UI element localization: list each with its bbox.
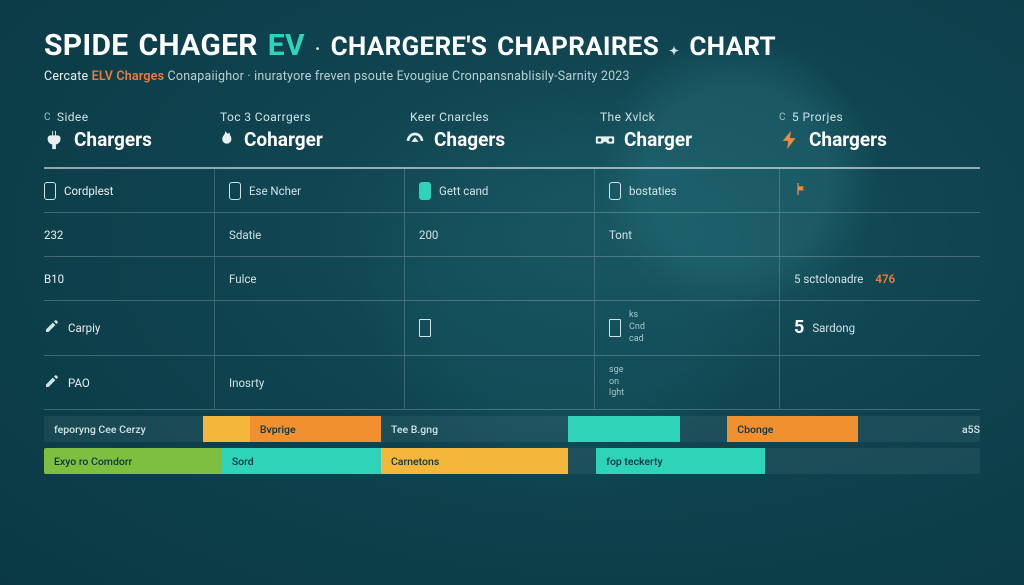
table-cell xyxy=(779,213,980,257)
box-icon xyxy=(609,319,621,337)
subtitle: Cercate ELV Charges Conapaiighor · inura… xyxy=(44,69,980,84)
bar-segment: Bvprige xyxy=(250,416,381,442)
category: C5 Prorjes Chargers xyxy=(779,110,980,165)
bar-segment xyxy=(765,448,980,474)
table-cell: 200 xyxy=(404,213,594,257)
box-icon xyxy=(419,319,431,337)
bar-segment: Tee B.gng xyxy=(381,416,568,442)
title-word: EV xyxy=(268,28,305,63)
bar-segment xyxy=(680,416,727,442)
table-cell: PAO xyxy=(44,356,214,411)
table-cell: Gett cand xyxy=(404,169,594,213)
table-cell xyxy=(594,257,779,301)
category-label: Charger xyxy=(624,128,692,151)
table-cell: Inosrty xyxy=(214,356,404,411)
category-header-row: CSidee Chargers Toc 3 Coarrgers Coharger… xyxy=(44,110,980,165)
vr-icon xyxy=(594,129,616,151)
category-label: Coharger xyxy=(244,128,323,151)
table-cell: Carpiy xyxy=(44,301,214,356)
table-cell: Sdatie xyxy=(214,213,404,257)
table-cell xyxy=(779,356,980,411)
title-word: CHART xyxy=(689,32,776,62)
bar-segment xyxy=(203,416,250,442)
table-cell: Ese Ncher xyxy=(214,169,404,213)
table-cell xyxy=(404,356,594,411)
bar-segment: Cbonge xyxy=(727,416,858,442)
gauge-icon xyxy=(404,129,426,151)
title-word: · xyxy=(315,39,321,60)
bar-segment: feporyng Cee Cerzy xyxy=(44,416,203,442)
chip-icon xyxy=(229,182,241,200)
table-cell xyxy=(404,257,594,301)
title-word: ✦ xyxy=(669,44,679,58)
table-cell: Cordplest xyxy=(44,169,214,213)
pen-icon xyxy=(44,373,60,392)
flag-icon xyxy=(794,181,810,200)
category: Toc 3 Coarrgers Coharger xyxy=(214,110,404,165)
summary-bars: feporyng Cee Cerzy BvprigeTee B.gng Cbonge… xyxy=(44,416,980,474)
category-label: Chagers xyxy=(434,128,505,151)
category: The Xvlck Charger xyxy=(594,110,779,165)
page-title: SPIDE CHAGER EV · CHARGERE'S CHAPRAIRES ✦ CHART xyxy=(44,28,980,63)
bar-segment xyxy=(568,416,680,442)
table-cell: 5Sardong xyxy=(779,301,980,356)
table-cell: 5 sctclonadre476 xyxy=(779,257,980,301)
category-label: Chargers xyxy=(809,128,887,151)
plug-icon xyxy=(44,129,66,151)
chip-icon xyxy=(419,182,431,200)
bar-segment: Exyo ro Comdorr xyxy=(44,448,222,474)
table-cell: 232 xyxy=(44,213,214,257)
table-cell: B10 xyxy=(44,257,214,301)
title-word: CHAPRAIRES xyxy=(497,32,659,62)
bar-segment xyxy=(568,448,596,474)
pen-icon xyxy=(44,318,60,337)
bar-segment: a5S xyxy=(858,416,980,442)
title-word: CHAGER xyxy=(138,28,257,63)
category: CSidee Chargers xyxy=(44,110,214,165)
category-label: Chargers xyxy=(74,128,152,151)
title-word: CHARGERE'S xyxy=(331,32,488,62)
category: Keer Cnarcles Chagers xyxy=(404,110,594,165)
chip-icon xyxy=(44,182,56,200)
title-word: SPIDE xyxy=(44,28,128,63)
bolt-orange-icon xyxy=(779,129,801,151)
segment-bar: Exyo ro ComdorrSordCarnetons fop teckerty xyxy=(44,448,980,474)
bar-segment: fop teckerty xyxy=(596,448,764,474)
comparison-table: CordplestEse NcherGett candbostaties 232S… xyxy=(44,167,980,410)
table-cell xyxy=(779,169,980,213)
table-cell: ksCndcad xyxy=(594,301,779,356)
table-cell: bostaties xyxy=(594,169,779,213)
table-cell: Fulce xyxy=(214,257,404,301)
segment-bar: feporyng Cee Cerzy BvprigeTee B.gng Cbonge… xyxy=(44,416,980,442)
bar-segment: Sord xyxy=(222,448,381,474)
table-cell: sgeonlght xyxy=(594,356,779,411)
table-cell xyxy=(404,301,594,356)
table-cell xyxy=(214,301,404,356)
chip-icon xyxy=(609,182,621,200)
bar-segment: Carnetons xyxy=(381,448,568,474)
flame-icon xyxy=(214,129,236,151)
table-cell: Tont xyxy=(594,213,779,257)
